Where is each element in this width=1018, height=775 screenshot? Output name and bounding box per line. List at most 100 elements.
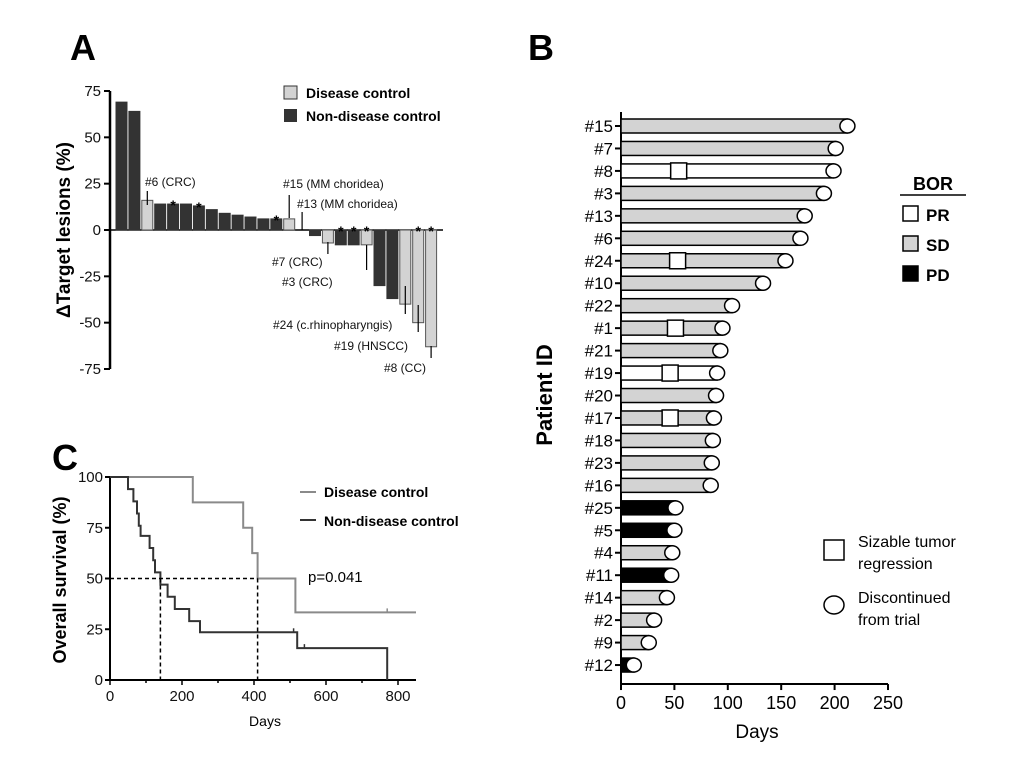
a-bar: [115, 101, 128, 231]
b-legend-swatch-sd: [902, 235, 919, 252]
b-patient-label: #22: [585, 297, 613, 316]
c-y-axis-label: Overall survival (%): [50, 496, 70, 663]
b-discontinued-marker: [796, 208, 813, 224]
a-bar: [180, 203, 192, 231]
a-bar: [321, 229, 334, 244]
b-discontinued-marker: [705, 410, 723, 426]
b-discontinued-marker: [708, 365, 726, 381]
a-y-tick-label: -75: [79, 361, 101, 378]
b-discontinued-marker: [704, 432, 722, 449]
c-survival-curve: [110, 476, 416, 614]
b-regression-marker: [661, 409, 679, 427]
b-discontinued-marker: [664, 544, 681, 561]
c-legend-non-disease-control: Non-disease control: [324, 513, 459, 529]
b-discontinued-marker: [666, 522, 683, 539]
c-y-tick-label: 0: [95, 672, 103, 689]
b-regression-marker: [668, 252, 687, 270]
b-patient-label: #4: [594, 544, 613, 563]
a-annotation-label: #15 (MM choridea): [283, 177, 384, 191]
b-bar: [620, 185, 825, 202]
b-patient-label: #20: [585, 387, 613, 406]
a-y-tick-label: -50: [79, 315, 101, 332]
a-annotation-label: #3 (CRC): [282, 275, 333, 289]
b-bar: [620, 230, 802, 247]
b-patient-label: #25: [585, 499, 613, 518]
b-patient-label: #1: [594, 319, 613, 338]
a-y-tick-label: -25: [79, 268, 101, 285]
a-bar: [386, 229, 399, 300]
b-patient-label: #10: [585, 274, 613, 293]
b-discontinued-marker: [658, 589, 676, 606]
a-annotation-label: #7 (CRC): [272, 255, 323, 269]
b-legend-square-line1: Sizable tumor: [858, 534, 956, 551]
b-regression-marker: [669, 162, 688, 180]
b-discontinued-marker: [640, 634, 658, 651]
a-annotation-label: #24 (c.rhinopharyngis): [273, 318, 392, 332]
a-bar: [283, 218, 296, 231]
b-legend-circle-line2: from trial: [858, 612, 920, 629]
panel-label-c: C: [52, 437, 78, 478]
a-bar: [244, 216, 257, 231]
c-x-tick-label: 800: [385, 688, 410, 705]
a-asterisk: *: [351, 223, 357, 239]
b-patient-label: #19: [585, 364, 613, 383]
swimmer-chart: 0 50 100 150 200 250 #15 #7 #8 #3 #13 #6 #24 #10 #22 #1…: [585, 112, 903, 713]
a-bar: [192, 205, 205, 231]
b-bar: [620, 342, 722, 359]
b-bar: [620, 163, 835, 179]
b-discontinued-marker: [815, 185, 833, 202]
a-bar: [205, 209, 218, 231]
a-bar: [167, 203, 180, 231]
a-asterisk: *: [415, 223, 421, 239]
a-bar: [373, 229, 386, 287]
b-patient-label: #9: [594, 634, 613, 653]
b-patient-label: #2: [594, 611, 613, 630]
c-p-value: p=0.041: [308, 569, 363, 586]
b-bar: [620, 253, 787, 269]
c-y-tick-label: 75: [86, 520, 103, 537]
b-patient-label: #8: [594, 162, 613, 181]
c-legend-disease-control: Disease control: [324, 484, 428, 500]
b-bar: [620, 455, 713, 471]
b-discontinued-marker: [702, 477, 719, 494]
b-bar: [620, 118, 849, 134]
b-patient-label: #7: [594, 139, 613, 158]
a-y-tick-label: 75: [84, 83, 101, 100]
a-bar: [128, 110, 141, 231]
b-x-tick-label: 0: [616, 693, 626, 713]
b-x-tick-label: 150: [766, 693, 796, 713]
a-asterisk: *: [428, 223, 434, 239]
a-bar: [360, 229, 373, 246]
a-bar: [231, 214, 244, 231]
b-discontinued-marker: [662, 567, 680, 583]
b-discontinued-marker: [827, 140, 844, 157]
b-discontinued-marker: [625, 657, 643, 673]
b-discontinued-marker: [777, 253, 794, 269]
a-asterisk: *: [338, 223, 344, 239]
b-y-axis-label: Patient ID: [532, 344, 557, 445]
a-legend-disease-control: Disease control: [306, 85, 410, 101]
b-bar: [620, 297, 733, 314]
b-discontinued-marker: [712, 342, 729, 359]
a-bar: [154, 203, 167, 231]
b-patient-label: #21: [585, 342, 613, 361]
a-bar: [270, 218, 283, 231]
a-annotation-label: #19 (HNSCC): [334, 339, 408, 353]
b-patient-label: #11: [586, 566, 613, 585]
b-legend-swatch-pr: [902, 205, 919, 222]
c-y-tick-label: 25: [86, 621, 103, 638]
b-discontinued-marker: [703, 455, 721, 471]
a-bar: [257, 218, 270, 231]
b-discontinued-marker: [667, 500, 684, 516]
b-discontinued-marker: [714, 320, 731, 336]
circle-marker-icon: [823, 595, 845, 615]
b-patient-label: #14: [585, 589, 613, 608]
b-patient-label: #17: [585, 409, 613, 428]
c-x-tick-label: 400: [241, 688, 266, 705]
a-y-tick-label: 50: [84, 129, 101, 146]
survival-chart: 100 75 50 25 00 200 400 600 800: [78, 469, 416, 705]
a-bar: [334, 229, 347, 246]
b-discontinued-marker: [723, 297, 741, 314]
b-regression-marker: [661, 364, 679, 382]
